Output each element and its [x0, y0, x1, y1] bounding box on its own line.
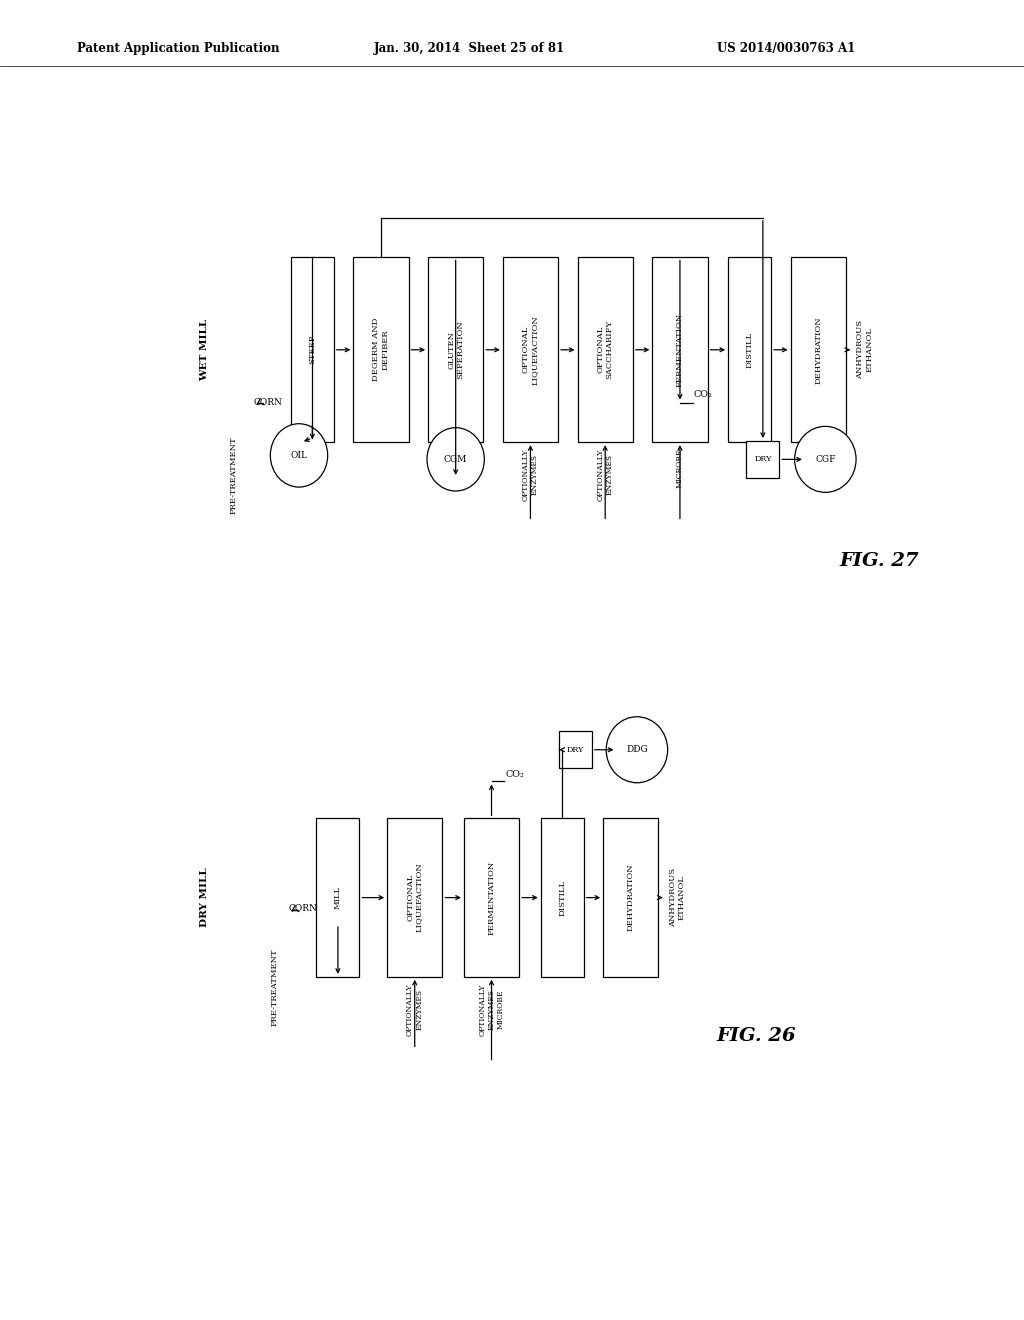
- Text: OPTIONAL
LIQUEFACTION: OPTIONAL LIQUEFACTION: [407, 863, 423, 932]
- Text: OPTIONAL
LIQUEFACTION: OPTIONAL LIQUEFACTION: [522, 315, 539, 384]
- Text: OPTIONALLY
ENZYMES: OPTIONALLY ENZYMES: [522, 449, 539, 502]
- Text: US 2014/0030763 A1: US 2014/0030763 A1: [717, 42, 855, 55]
- Text: DDG: DDG: [626, 746, 648, 754]
- Ellipse shape: [606, 717, 668, 783]
- Bar: [746, 441, 779, 478]
- Ellipse shape: [795, 426, 856, 492]
- Text: DEHYDRATION: DEHYDRATION: [627, 863, 635, 932]
- Text: OPTIONALLY
ENZYMES: OPTIONALLY ENZYMES: [597, 449, 613, 502]
- Bar: [728, 257, 771, 442]
- Text: DRY: DRY: [566, 746, 585, 754]
- Bar: [541, 818, 584, 977]
- Text: PRE-TREATMENT: PRE-TREATMENT: [270, 949, 279, 1026]
- Text: FIG. 27: FIG. 27: [840, 552, 920, 570]
- Text: DISTILL: DISTILL: [558, 879, 566, 916]
- Text: OIL: OIL: [291, 451, 307, 459]
- Bar: [503, 257, 558, 442]
- Text: OPTIONALLY
ENZYMES: OPTIONALLY ENZYMES: [407, 983, 423, 1036]
- Text: CO₂: CO₂: [506, 770, 524, 779]
- Text: MILL: MILL: [334, 886, 342, 909]
- Text: FERMENTATION: FERMENTATION: [676, 313, 684, 387]
- Text: DRY MILL: DRY MILL: [201, 867, 209, 928]
- Text: FERMENTATION: FERMENTATION: [487, 861, 496, 935]
- Text: DRY: DRY: [754, 455, 772, 463]
- Bar: [578, 257, 633, 442]
- Text: WET MILL: WET MILL: [201, 318, 209, 381]
- Bar: [316, 818, 359, 977]
- Text: CO₂: CO₂: [693, 389, 712, 399]
- Text: ANHYDROUS
ETHANOL: ANHYDROUS ETHANOL: [669, 869, 686, 927]
- Bar: [791, 257, 846, 442]
- Bar: [428, 257, 483, 442]
- Bar: [387, 818, 442, 977]
- Text: OPTIONALLY
ENZYMES
MICROBE: OPTIONALLY ENZYMES MICROBE: [478, 983, 505, 1036]
- Text: ANHYDROUS
ETHANOL: ANHYDROUS ETHANOL: [856, 321, 873, 379]
- Ellipse shape: [427, 428, 484, 491]
- Ellipse shape: [270, 424, 328, 487]
- Text: GLUTEN
SEPERATION: GLUTEN SEPERATION: [447, 321, 464, 379]
- Text: DEHYDRATION: DEHYDRATION: [814, 315, 822, 384]
- Bar: [353, 257, 409, 442]
- Bar: [603, 818, 658, 977]
- Text: PRE-TREATMENT: PRE-TREATMENT: [229, 437, 238, 513]
- Text: CGF: CGF: [815, 455, 836, 463]
- Text: CORN: CORN: [254, 399, 283, 407]
- Text: OPTIONAL
SACCHARIFY: OPTIONAL SACCHARIFY: [597, 321, 613, 379]
- Text: Patent Application Publication: Patent Application Publication: [77, 42, 280, 55]
- Text: CORN: CORN: [289, 904, 317, 912]
- Text: DEGERM AND
DEFIBER: DEGERM AND DEFIBER: [373, 318, 389, 381]
- Text: DISTILL: DISTILL: [745, 331, 754, 368]
- Text: MICROBE: MICROBE: [676, 449, 684, 488]
- Bar: [464, 818, 519, 977]
- Text: CGM: CGM: [444, 455, 467, 463]
- Bar: [291, 257, 334, 442]
- Bar: [559, 731, 592, 768]
- Bar: [652, 257, 708, 442]
- Text: Jan. 30, 2014  Sheet 25 of 81: Jan. 30, 2014 Sheet 25 of 81: [374, 42, 565, 55]
- Text: FIG. 26: FIG. 26: [717, 1027, 797, 1045]
- Text: STEEP: STEEP: [308, 335, 316, 364]
